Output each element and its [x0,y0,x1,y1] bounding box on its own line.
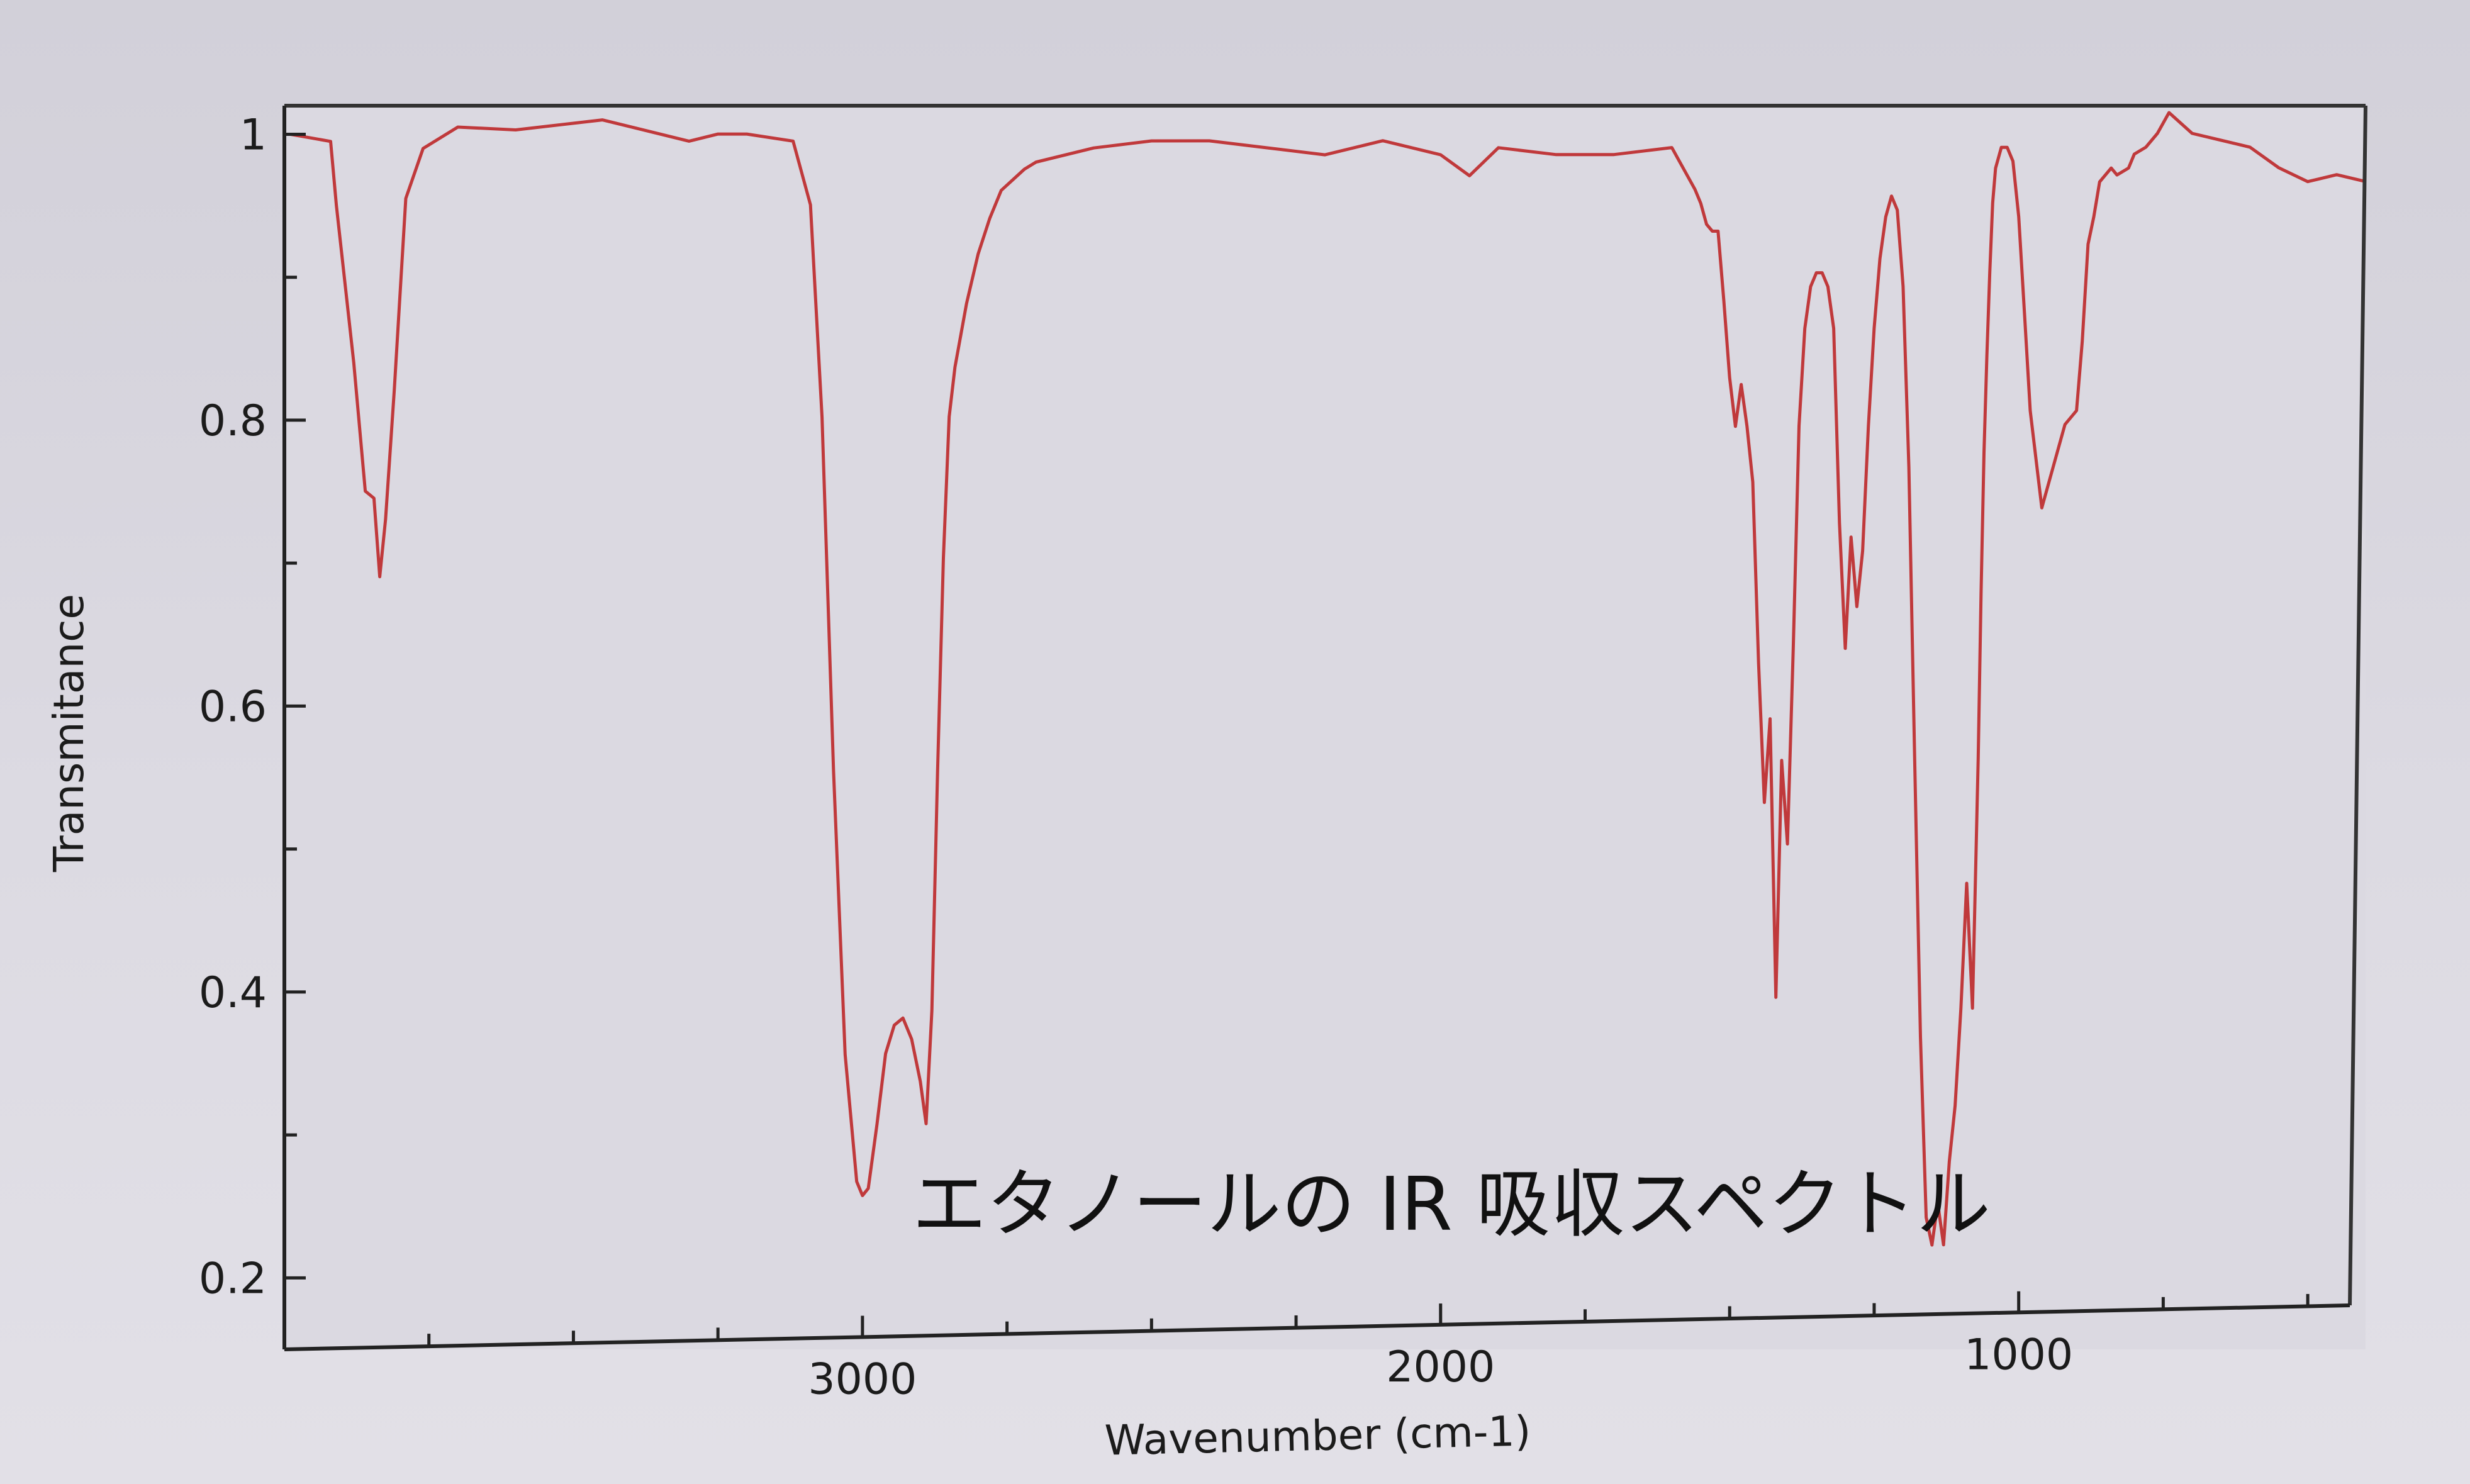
x-axis [284,1303,2350,1351]
y-tick-label: 0.2 [199,1254,267,1303]
y-tick-label: 1 [240,110,267,160]
x-tick-label: 2000 [1386,1342,1495,1392]
plot-right-border [2348,105,2367,1306]
spectrum-line [289,111,2366,1247]
x-tick-label: 1000 [1964,1331,2073,1380]
x-axis-title: Wavenumber (cm-1) [1104,1407,1531,1464]
y-tick-label: 0.8 [199,396,267,446]
y-axis-title: Transmitance [45,594,93,873]
chart-annotation: エタノールの IR 吸収スペクトル [912,1161,1991,1247]
x-tick-label: 3000 [808,1355,917,1405]
plot-area [284,106,2366,1349]
y-tick-label: 0.4 [199,968,267,1018]
ticks-group: 3000 2000 1000 0.2 0.4 0.6 0.8 1 [199,110,2310,1405]
y-tick-label: 0.6 [199,682,267,732]
series-group [289,111,2366,1247]
